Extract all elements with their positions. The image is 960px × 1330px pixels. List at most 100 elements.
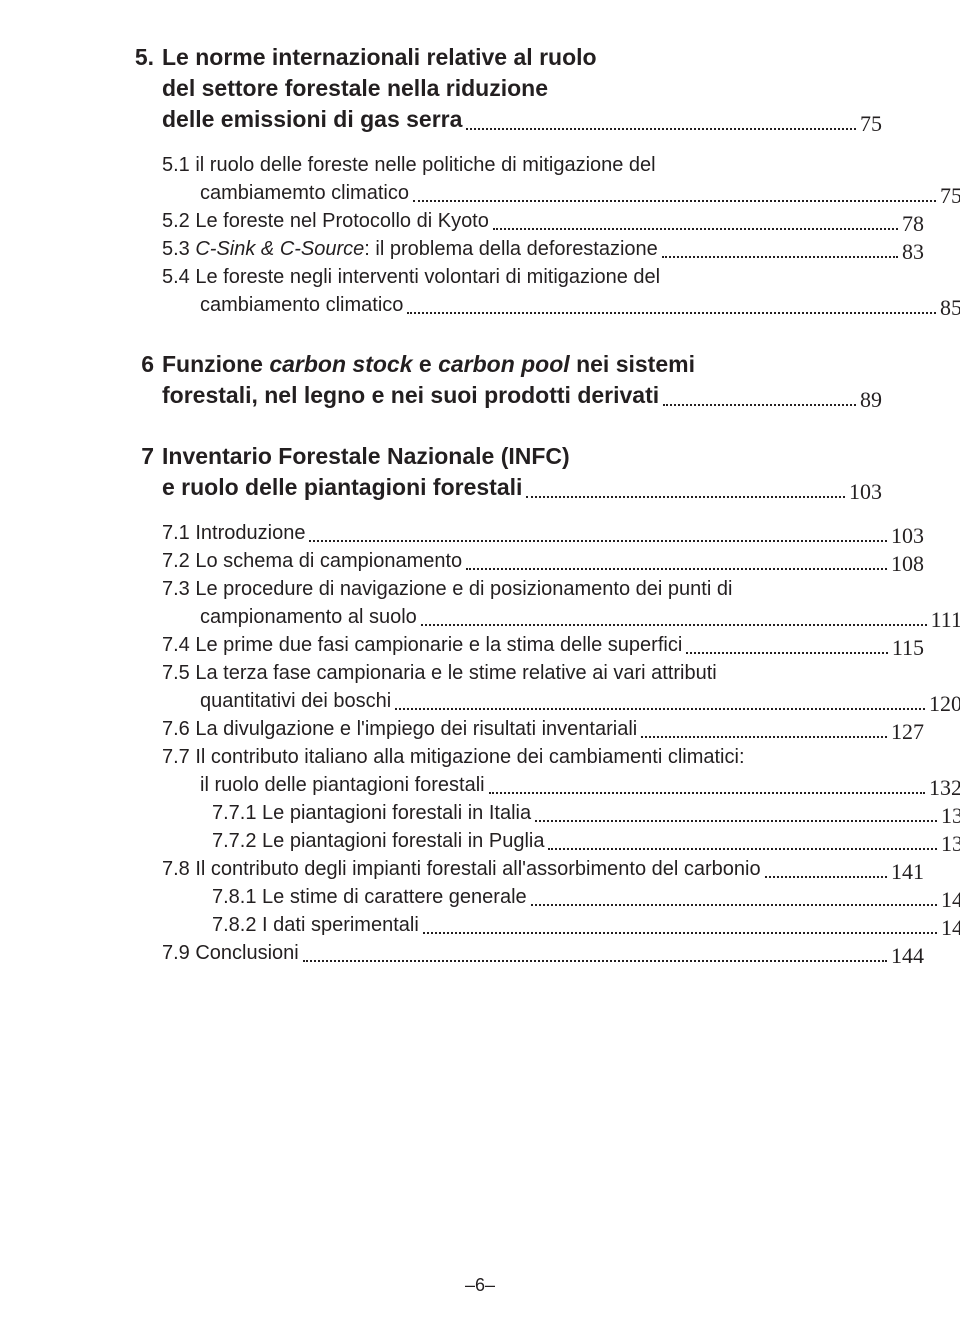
leader	[303, 959, 887, 962]
chapter-5-title-line3: delle emissioni di gas serra 75	[162, 104, 882, 135]
section-7-8-1: 7.8.1 Le stime di carattere generale 141	[212, 883, 960, 911]
section-7-7-2-text: 7.7.2 Le piantagioni forestali in Puglia	[212, 827, 544, 855]
section-7-8-2-page: 141	[941, 917, 960, 939]
section-7-7-2-page: 133	[941, 833, 960, 855]
chapter-5-num: 5.	[120, 42, 154, 73]
section-7-7-line2: il ruolo delle piantagioni forestali 132	[162, 771, 960, 799]
chapter-7-title-line1: 7Inventario Forestale Nazionale (INFC)	[120, 441, 882, 472]
section-7-7-1-text: 7.7.1 Le piantagioni forestali in Italia	[212, 799, 531, 827]
chapter-7-page: 103	[849, 481, 882, 503]
section-5-4-line1: 5.4 Le foreste negli interventi volontar…	[162, 263, 882, 291]
section-7-8-page: 141	[891, 861, 924, 883]
section-7-8-2-text: 7.8.2 I dati sperimentali	[212, 911, 419, 939]
leader	[466, 127, 856, 130]
section-7-8-text: 7.8 Il contributo degli impianti foresta…	[162, 855, 761, 883]
chapter-6-title-mid: e	[412, 351, 438, 377]
section-7-1-page: 103	[891, 525, 924, 547]
section-7-9-text: 7.9 Conclusioni	[162, 939, 299, 967]
page-number-footer: –6–	[0, 1275, 960, 1296]
section-7-6-page: 127	[891, 721, 924, 743]
leader	[395, 707, 925, 710]
chapter-5: 5. Le norme internazionali relative al ru…	[120, 42, 882, 319]
section-7-3-page: 111	[931, 609, 960, 631]
section-7-5-page: 120	[929, 693, 960, 715]
chapter-5-page: 75	[860, 113, 882, 135]
leader	[407, 311, 936, 314]
leader	[686, 651, 888, 654]
section-7-5-line1: 7.5 La terza fase campionaria e le stime…	[162, 659, 882, 687]
section-7-7-1-page: 132	[941, 805, 960, 827]
chapter-6-title2-text: forestali, nel legno e nei suoi prodotti…	[162, 380, 659, 411]
leader	[641, 735, 887, 738]
chapter-6: 6 Funzione carbon stock e carbon pool nei…	[120, 349, 882, 411]
leader	[421, 623, 927, 626]
section-7-7-2: 7.7.2 Le piantagioni forestali in Puglia…	[212, 827, 960, 855]
chapter-7-title2-text: e ruolo delle piantagioni forestali	[162, 472, 522, 503]
leader	[489, 791, 925, 794]
section-5-1-line1: 5.1 il ruolo delle foreste nelle politic…	[162, 151, 882, 179]
section-5-3-page: 83	[902, 241, 924, 263]
leader	[765, 875, 887, 878]
leader	[531, 903, 937, 906]
section-5-4-page: 85	[940, 297, 960, 319]
section-5-3-post: : il problema della deforestazione	[364, 238, 658, 260]
chapter-7-title-line2: e ruolo delle piantagioni forestali 103	[162, 472, 882, 503]
section-7-5-line2: quantitativi dei boschi 120	[162, 687, 960, 715]
leader	[526, 495, 845, 498]
section-7-1-text: 7.1 Introduzione	[162, 519, 305, 547]
section-7-8: 7.8 Il contributo degli impianti foresta…	[162, 855, 924, 883]
section-5-1-line2-text: cambiamemto climatico	[200, 179, 409, 207]
section-5-4-line2-text: cambiamento climatico	[200, 291, 403, 319]
section-7-8-1-text: 7.8.1 Le stime di carattere generale	[212, 883, 527, 911]
section-5-3-ital: C-Sink & C-Source	[195, 238, 364, 260]
leader	[548, 847, 937, 850]
chapter-5-title1-text: Le norme internazionali relative al ruol…	[162, 44, 597, 70]
section-7-1: 7.1 Introduzione 103	[162, 519, 924, 547]
leader	[423, 931, 937, 934]
section-5-2-page: 78	[902, 213, 924, 235]
leader	[663, 403, 856, 406]
leader	[309, 539, 887, 542]
section-5-3-text: 5.3 C-Sink & C-Source: il problema della…	[162, 235, 658, 263]
section-5-2-text: 5.2 Le foreste nel Protocollo di Kyoto	[162, 207, 489, 235]
leader	[535, 819, 937, 822]
chapter-6-title-line2: forestali, nel legno e nei suoi prodotti…	[162, 380, 882, 411]
section-7-2-text: 7.2 Lo schema di campionamento	[162, 547, 462, 575]
section-5-2: 5.2 Le foreste nel Protocollo di Kyoto 7…	[162, 207, 924, 235]
chapter-6-title-line1: 6 Funzione carbon stock e carbon pool nei…	[120, 349, 882, 380]
chapter-6-title-pre: Funzione	[162, 351, 269, 377]
chapter-7-num: 7	[120, 441, 154, 472]
section-7-3-line2-text: campionamento al suolo	[200, 603, 417, 631]
chapter-6-title-post: nei sistemi	[570, 351, 695, 377]
section-7-6: 7.6 La divulgazione e l'impiego dei risu…	[162, 715, 924, 743]
section-7-2: 7.2 Lo schema di campionamento 108	[162, 547, 924, 575]
chapter-5-title3-text: delle emissioni di gas serra	[162, 104, 462, 135]
chapter-6-num: 6	[120, 349, 154, 380]
section-5-1-line2: cambiamemto climatico 75	[162, 179, 960, 207]
chapter-6-title-i2: carbon pool	[438, 351, 570, 377]
section-7-8-1-page: 141	[941, 889, 960, 911]
section-5-1-page: 75	[940, 185, 960, 207]
section-7-7-line1: 7.7 Il contributo italiano alla mitigazi…	[162, 743, 882, 771]
leader	[413, 199, 936, 202]
chapter-5-title-line2: del settore forestale nella riduzione	[162, 73, 882, 104]
section-7-6-text: 7.6 La divulgazione e l'impiego dei risu…	[162, 715, 637, 743]
section-7-9: 7.9 Conclusioni 144	[162, 939, 924, 967]
section-7-4-page: 115	[892, 637, 924, 659]
section-7-7-1: 7.7.1 Le piantagioni forestali in Italia…	[212, 799, 960, 827]
toc-page: 5. Le norme internazionali relative al ru…	[0, 0, 960, 1330]
section-7-2-page: 108	[891, 553, 924, 575]
chapter-6-page: 89	[860, 389, 882, 411]
section-7-4: 7.4 Le prime due fasi campionarie e la s…	[162, 631, 924, 659]
leader	[466, 567, 887, 570]
leader	[662, 255, 898, 258]
section-7-3-line1: 7.3 Le procedure di navigazione e di pos…	[162, 575, 882, 603]
section-7-4-text: 7.4 Le prime due fasi campionarie e la s…	[162, 631, 682, 659]
section-7-5-line2-text: quantitativi dei boschi	[200, 687, 391, 715]
chapter-7: 7Inventario Forestale Nazionale (INFC) e…	[120, 441, 882, 967]
leader	[493, 227, 898, 230]
section-7-7-line2-text: il ruolo delle piantagioni forestali	[200, 771, 485, 799]
chapter-6-title-i1: carbon stock	[269, 351, 412, 377]
section-7-8-2: 7.8.2 I dati sperimentali 141	[212, 911, 960, 939]
section-5-3-pre: 5.3	[162, 238, 195, 260]
